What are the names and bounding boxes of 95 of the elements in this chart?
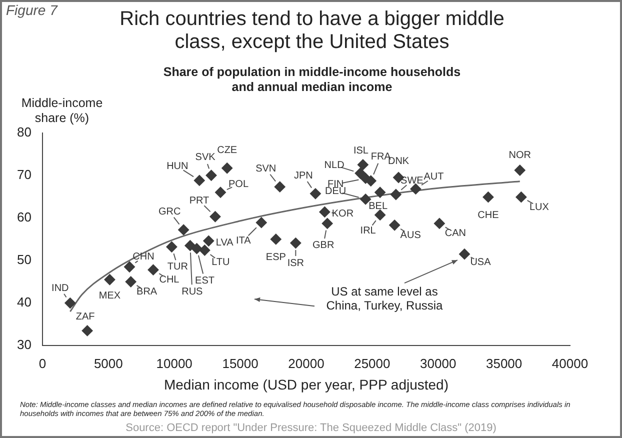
caption: Figure 7 — [6, 2, 58, 18]
source-note: Source: OECD report "Under Pressure: The Squeezed Middle Class" (2019) — [124, 422, 498, 434]
x-tick-label: 30000 — [420, 356, 456, 371]
point — [206, 170, 217, 181]
annotation: CZE — [217, 144, 238, 156]
annotation: NOR — [508, 150, 531, 162]
point — [199, 244, 210, 256]
annotation: PRT — [189, 195, 210, 206]
annotation: GBR — [312, 240, 334, 252]
point — [365, 175, 376, 186]
annotation: SWE — [400, 175, 424, 186]
point — [274, 181, 286, 192]
annotation: MEX — [98, 290, 121, 302]
point — [389, 220, 400, 231]
point — [191, 243, 202, 254]
y-tick-label: 40 — [16, 294, 32, 310]
point — [178, 224, 190, 236]
point — [319, 206, 330, 218]
x-tick-label: 15000 — [222, 356, 258, 371]
annotation: POL — [228, 179, 249, 190]
point — [322, 218, 333, 229]
point — [210, 211, 221, 222]
annotation: EST — [195, 275, 214, 286]
annotation: GRC — [158, 206, 181, 218]
point — [125, 276, 136, 288]
point — [222, 162, 233, 174]
point — [374, 186, 386, 198]
annotation: ESP — [266, 252, 286, 263]
annotation: CHN — [132, 252, 154, 263]
point — [166, 241, 178, 252]
annotation: SVN — [256, 164, 276, 175]
annotation: ZAF — [76, 311, 95, 322]
point — [256, 217, 267, 228]
point — [514, 164, 526, 176]
point — [124, 261, 136, 272]
annotation: LUX — [529, 202, 550, 213]
x-axis-title: Median income (USD per year, PPP adjusted) — [164, 376, 449, 392]
point — [516, 192, 527, 203]
x-tick-label: 5000 — [94, 356, 123, 371]
y-tick-label: 70 — [16, 166, 32, 182]
point — [357, 159, 368, 170]
point — [458, 248, 470, 260]
x-tick-label: 10000 — [156, 356, 192, 371]
x-tick-label: 20000 — [288, 356, 324, 371]
point — [374, 209, 386, 220]
y-axis-title: Middle-income share (%) — [20, 96, 104, 126]
point — [310, 188, 321, 200]
annotation: CHL — [159, 274, 180, 286]
annotation: HUN — [166, 161, 188, 172]
annotation: ISR — [287, 258, 304, 269]
y-tick-label: 30 — [16, 337, 32, 352]
annotation: LVA — [216, 238, 234, 249]
point — [290, 238, 302, 249]
annotation: US at same level as China, Turkey, Russia — [326, 284, 444, 312]
annotation: USA — [470, 256, 492, 268]
chart-title: Rich countries tend to have a bigger middle class, except the United States — [118, 8, 506, 54]
annotation: BEL — [368, 201, 388, 212]
point — [215, 186, 226, 198]
annotation: KOR — [332, 208, 354, 220]
annotation: JPN — [294, 170, 313, 182]
annotation: IND — [52, 282, 69, 294]
point — [482, 192, 494, 203]
annotation: IRL — [360, 226, 376, 237]
annotation: LTU — [212, 257, 230, 268]
y-tick-label: 60 — [16, 210, 32, 224]
annotation: AUT — [424, 172, 444, 183]
point — [434, 218, 445, 229]
annotation: ITA — [236, 235, 252, 246]
chart-subtitle: Share of population in middle-income households and annual median income — [162, 65, 462, 95]
point — [104, 274, 116, 286]
x-tick-label: 25000 — [354, 356, 390, 371]
y-tick-label: 50 — [16, 252, 32, 268]
x-tick-label: 40000 — [552, 356, 588, 371]
annotation: AUS — [400, 230, 422, 241]
point — [354, 168, 366, 179]
y-tick-label: 80 — [16, 124, 32, 140]
annotation: TUR — [167, 262, 188, 273]
x-tick-label: 35000 — [486, 356, 522, 371]
annotation: RUS — [182, 286, 204, 298]
point — [360, 194, 372, 205]
annotation: CAN — [444, 228, 466, 240]
point — [82, 325, 93, 336]
point — [64, 298, 76, 309]
annotation: ISL — [353, 145, 369, 156]
annotation: NLD — [324, 160, 344, 171]
annotation: BRA — [136, 286, 158, 298]
point — [410, 183, 422, 194]
point — [203, 235, 214, 246]
point — [148, 264, 159, 276]
point — [270, 234, 282, 245]
annotation: SVK — [195, 152, 216, 164]
point — [390, 189, 402, 200]
annotation: CHE — [478, 210, 500, 221]
x-tick-label: 0 — [38, 356, 46, 371]
point — [194, 174, 205, 186]
